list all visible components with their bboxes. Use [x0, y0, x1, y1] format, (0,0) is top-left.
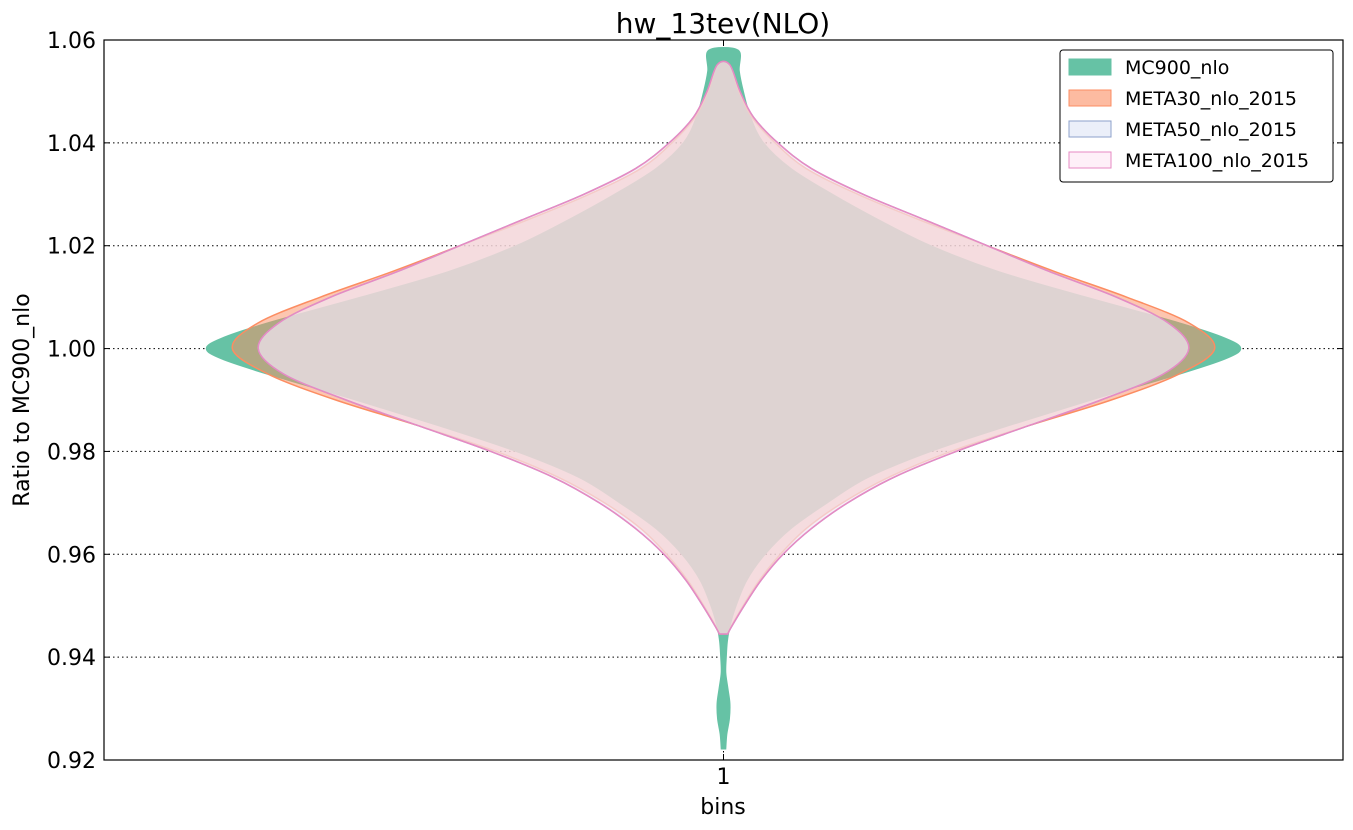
legend: MC900_nlo META30_nlo_2015 META50_nlo_2015 M… — [1059, 49, 1334, 183]
x-axis: 1 — [717, 40, 731, 790]
legend-label: MC900_nlo — [1125, 57, 1229, 79]
legend-label: META50_nlo_2015 — [1125, 119, 1297, 141]
legend-swatch — [1068, 89, 1112, 107]
x-tick-label: 1 — [717, 765, 731, 790]
y-tick-label: 1.04 — [47, 132, 96, 157]
y-tick-label: 0.94 — [47, 646, 96, 671]
y-tick-label: 0.96 — [47, 543, 96, 568]
legend-swatch — [1068, 151, 1112, 169]
y-tick-label: 0.98 — [47, 440, 96, 465]
y-tick-label: 1.00 — [47, 338, 96, 363]
legend-swatch — [1068, 120, 1112, 138]
y-axis: 0.92 0.94 0.96 0.98 1.00 1.02 1.04 1.06 — [47, 29, 1343, 774]
y-tick-label: 1.02 — [47, 235, 96, 260]
y-tick-label: 0.92 — [47, 749, 96, 774]
legend-box — [1059, 49, 1334, 183]
y-tick-label: 1.06 — [47, 29, 96, 54]
legend-swatch — [1068, 58, 1112, 76]
legend-label: META30_nlo_2015 — [1125, 88, 1297, 110]
violin-meta100-nlo-2015 — [257, 60, 1190, 635]
chart-title: hw_13tev(NLO) — [616, 7, 830, 40]
legend-label: META100_nlo_2015 — [1125, 150, 1309, 172]
y-axis-label: Ratio to MC900_nlo — [10, 293, 35, 506]
violin-group — [205, 46, 1242, 750]
x-axis-label: bins — [700, 795, 745, 820]
